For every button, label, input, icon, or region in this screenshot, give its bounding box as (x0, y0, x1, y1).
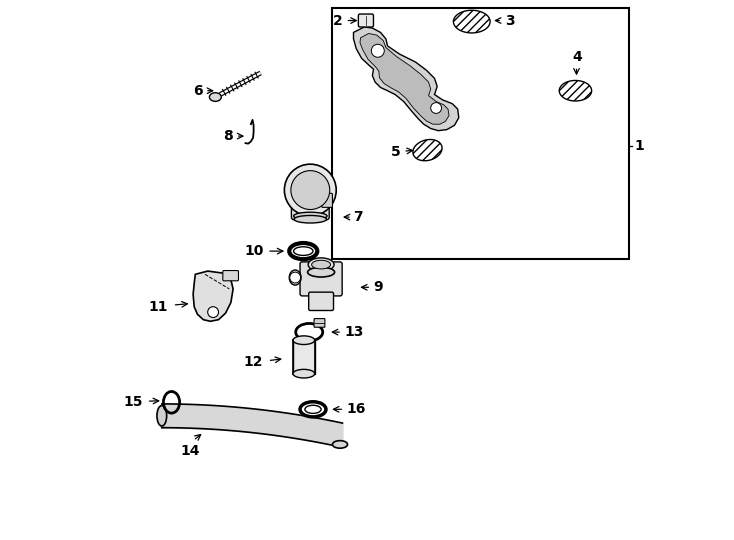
FancyBboxPatch shape (314, 319, 325, 327)
Ellipse shape (333, 441, 348, 448)
FancyBboxPatch shape (321, 193, 333, 207)
Bar (293, 340, 315, 374)
Text: 14: 14 (180, 444, 200, 458)
Text: 10: 10 (244, 244, 264, 258)
Ellipse shape (308, 258, 334, 271)
Ellipse shape (209, 93, 221, 102)
Ellipse shape (559, 80, 592, 101)
Bar (332, 8, 629, 259)
Ellipse shape (293, 369, 315, 378)
Ellipse shape (294, 247, 313, 255)
Ellipse shape (294, 215, 327, 223)
Ellipse shape (305, 405, 321, 414)
Ellipse shape (289, 270, 301, 285)
Ellipse shape (293, 336, 315, 345)
FancyBboxPatch shape (291, 187, 330, 220)
Ellipse shape (413, 139, 442, 161)
Ellipse shape (300, 402, 326, 417)
Text: 9: 9 (374, 280, 383, 294)
Circle shape (290, 272, 301, 283)
Text: 15: 15 (123, 395, 143, 409)
Text: 12: 12 (244, 355, 264, 369)
Circle shape (431, 103, 442, 113)
Circle shape (284, 164, 336, 216)
FancyBboxPatch shape (223, 271, 239, 281)
FancyBboxPatch shape (358, 14, 374, 27)
Text: 8: 8 (223, 129, 233, 143)
Ellipse shape (312, 260, 330, 269)
Ellipse shape (296, 323, 323, 341)
Circle shape (208, 307, 219, 318)
Text: 6: 6 (192, 84, 203, 98)
Ellipse shape (157, 406, 167, 426)
Text: 3: 3 (505, 14, 515, 28)
Ellipse shape (454, 10, 490, 33)
FancyBboxPatch shape (300, 262, 342, 296)
Ellipse shape (294, 212, 327, 220)
Bar (293, 371, 315, 375)
Ellipse shape (289, 243, 317, 259)
Circle shape (371, 44, 385, 57)
Text: 16: 16 (346, 402, 366, 416)
FancyBboxPatch shape (309, 292, 333, 310)
Text: 11: 11 (149, 300, 168, 314)
Polygon shape (193, 271, 233, 321)
Text: 5: 5 (390, 145, 401, 159)
PathPatch shape (354, 27, 459, 131)
Text: 1: 1 (634, 139, 644, 153)
PathPatch shape (360, 33, 449, 124)
Text: 2: 2 (333, 14, 343, 28)
Text: 13: 13 (344, 325, 363, 339)
Circle shape (291, 171, 330, 210)
Text: 4: 4 (573, 50, 583, 64)
Ellipse shape (308, 267, 335, 277)
Text: 7: 7 (354, 210, 363, 224)
